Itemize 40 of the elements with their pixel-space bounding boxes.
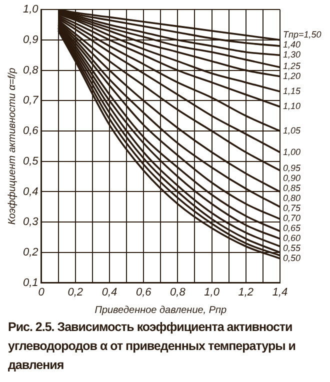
- y-tick-label: 0,6: [22, 125, 40, 138]
- text: Рис. 2.5. Зависимость коэффициента активности углеводородов α от приведенных температуры и давления: [8, 319, 296, 374]
- series-label: 1,05: [283, 126, 302, 136]
- series-label: 0,85: [283, 183, 302, 194]
- x-tick-label: 0,2: [68, 286, 84, 298]
- y-tick-label: 1,0: [22, 4, 40, 16]
- series-label: 0,65: [283, 223, 302, 234]
- y-axis-title: Коэффициент активности α=f/p: [6, 67, 18, 225]
- x-tick-label: 0,4: [102, 286, 118, 298]
- series-label: 1,00: [283, 146, 301, 157]
- x-tick-label: 1,2: [238, 286, 254, 298]
- series-label: 1,40: [283, 40, 301, 50]
- x-tick-label: 1,0: [204, 286, 220, 298]
- series-label: 0,90: [283, 173, 301, 184]
- series-label: 1,20: [283, 70, 301, 81]
- y-tick-label: 0,7: [22, 94, 40, 107]
- x-tick-label: 1,4: [272, 286, 288, 298]
- series-label: 0,75: [283, 203, 302, 214]
- x-tick-label: 0: [38, 286, 46, 298]
- series-label: 1,25: [283, 60, 302, 71]
- y-tick-label: 0,4: [22, 186, 38, 198]
- series-label: 0,70: [283, 213, 301, 224]
- series-label: 0,60: [283, 233, 301, 244]
- y-tick-label: 0,2: [22, 246, 38, 259]
- series-label: 1,15: [283, 86, 302, 96]
- x-tick-label: 0,6: [136, 286, 152, 298]
- series-label: 0,95: [283, 163, 302, 174]
- y-tick-label: 0,3: [22, 216, 40, 228]
- y-tick-label: 0,8: [22, 64, 40, 76]
- series-label: 0,55: [283, 243, 302, 254]
- x-axis-title: Приведенное давление, Pпр: [94, 304, 228, 316]
- series-label: 0,80: [283, 193, 301, 204]
- series-label: 1,30: [283, 50, 301, 60]
- series-label: 1,10: [283, 101, 301, 112]
- x-tick-label: 0,8: [170, 286, 186, 298]
- y-tick-label: 0,9: [22, 34, 38, 46]
- series-label: 0,50: [283, 253, 301, 264]
- y-tick-label: 0,1: [22, 276, 38, 289]
- y-tick-label: 0,5: [22, 155, 40, 168]
- series-label: Tпр=1,50: [283, 30, 322, 40]
